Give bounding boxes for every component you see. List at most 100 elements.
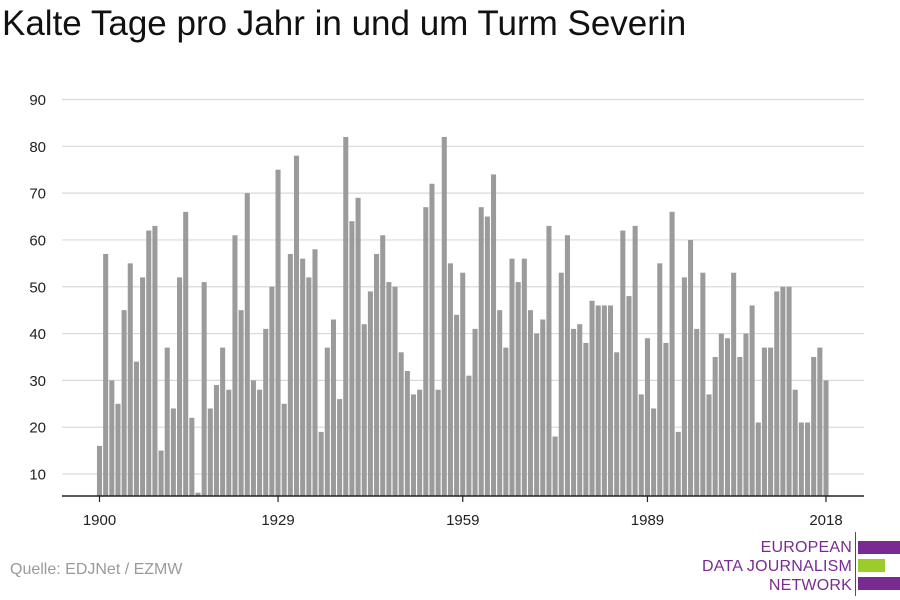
x-tick-label: 1929: [261, 512, 294, 529]
bar: [183, 211, 189, 496]
bar: [484, 216, 490, 496]
bar: [386, 282, 392, 496]
bar: [275, 169, 281, 496]
bar: [478, 207, 484, 496]
bar: [657, 263, 663, 496]
bar: [392, 286, 398, 496]
bar: [577, 324, 583, 496]
bar: [330, 319, 336, 496]
y-tick-label: 90: [29, 92, 46, 109]
y-tick-label: 50: [29, 279, 46, 296]
bar: [497, 310, 503, 496]
bar: [540, 319, 546, 496]
edjnet-logo: EUROPEAN DATA JOURNALISM NETWORK: [700, 532, 900, 596]
bar: [509, 258, 515, 496]
bar: [361, 324, 367, 496]
bar: [441, 136, 447, 496]
logo-line-3: NETWORK: [768, 577, 852, 594]
bar: [423, 207, 429, 496]
bar: [220, 347, 226, 496]
bar: [786, 286, 792, 496]
bar: [140, 277, 146, 496]
bar: [571, 328, 577, 496]
bar: [374, 253, 380, 496]
bar: [663, 342, 669, 496]
bar: [626, 296, 632, 496]
bar: [96, 445, 103, 496]
bar: [195, 492, 201, 496]
bar: [177, 277, 183, 496]
bar: [552, 436, 558, 496]
bar: [558, 272, 564, 496]
bar: [491, 174, 497, 496]
logo-line-2: DATA JOURNALISM: [702, 558, 852, 575]
bar: [805, 422, 811, 496]
bar: [238, 310, 244, 496]
bar: [534, 333, 540, 496]
x-axis: 1900 1929 1959 1989 2018: [62, 495, 864, 529]
bar: [337, 399, 343, 496]
bar: [404, 371, 410, 496]
logo-line-1: EUROPEAN: [760, 539, 852, 556]
bar: [133, 361, 139, 496]
bar: [694, 328, 700, 496]
bar: [380, 235, 386, 496]
bar: [269, 286, 275, 496]
bar: [226, 389, 232, 496]
bar: [312, 249, 318, 496]
bar: [724, 338, 731, 496]
bar: [454, 314, 460, 496]
bar: [447, 263, 453, 496]
bar: [127, 263, 133, 496]
bar: [115, 403, 121, 496]
bar: [201, 282, 207, 496]
bar: [761, 347, 767, 496]
bar: [244, 193, 250, 496]
bar: [792, 389, 798, 496]
bar: [349, 221, 355, 496]
bar: [768, 347, 774, 496]
bar: [706, 394, 712, 496]
bar: [460, 272, 466, 496]
bar: [700, 272, 706, 496]
bar: [232, 235, 238, 496]
bar-chart: 10 20 30 40 50 60 70 80 90 1900 1929 1959 1989 2018: [29, 92, 864, 529]
bar: [638, 394, 644, 496]
bar: [601, 305, 607, 496]
bar: [669, 211, 675, 496]
bar: [410, 394, 417, 496]
bar: [263, 328, 269, 496]
y-tick-label: 30: [29, 373, 46, 390]
bar: [146, 230, 152, 496]
bar: [731, 272, 737, 496]
x-tick-label: 1989: [631, 512, 664, 529]
bar: [681, 277, 687, 496]
y-tick-label: 20: [29, 420, 46, 437]
y-tick-label: 60: [29, 232, 46, 249]
bar: [780, 286, 786, 496]
bar: [324, 347, 330, 496]
bar: [164, 347, 170, 496]
bar: [614, 352, 620, 496]
bar: [527, 310, 533, 496]
bar: [429, 183, 435, 496]
bar: [318, 431, 324, 496]
bar: [367, 291, 373, 496]
bar: [503, 347, 509, 496]
bar: [589, 300, 595, 496]
bar: [632, 225, 638, 497]
bar: [281, 403, 287, 496]
bar: [466, 375, 472, 496]
bar: [189, 417, 195, 496]
bar: [152, 225, 158, 497]
bar: [607, 305, 614, 496]
x-tick-label: 2018: [809, 512, 842, 529]
bar: [435, 389, 441, 496]
bar: [515, 282, 521, 496]
bar: [170, 408, 176, 496]
bar: [718, 333, 724, 496]
source-note: Quelle: EDJNet / EZMW: [10, 561, 183, 578]
bar: [121, 310, 127, 496]
y-tick-label: 70: [29, 186, 46, 203]
bar: [103, 253, 109, 496]
